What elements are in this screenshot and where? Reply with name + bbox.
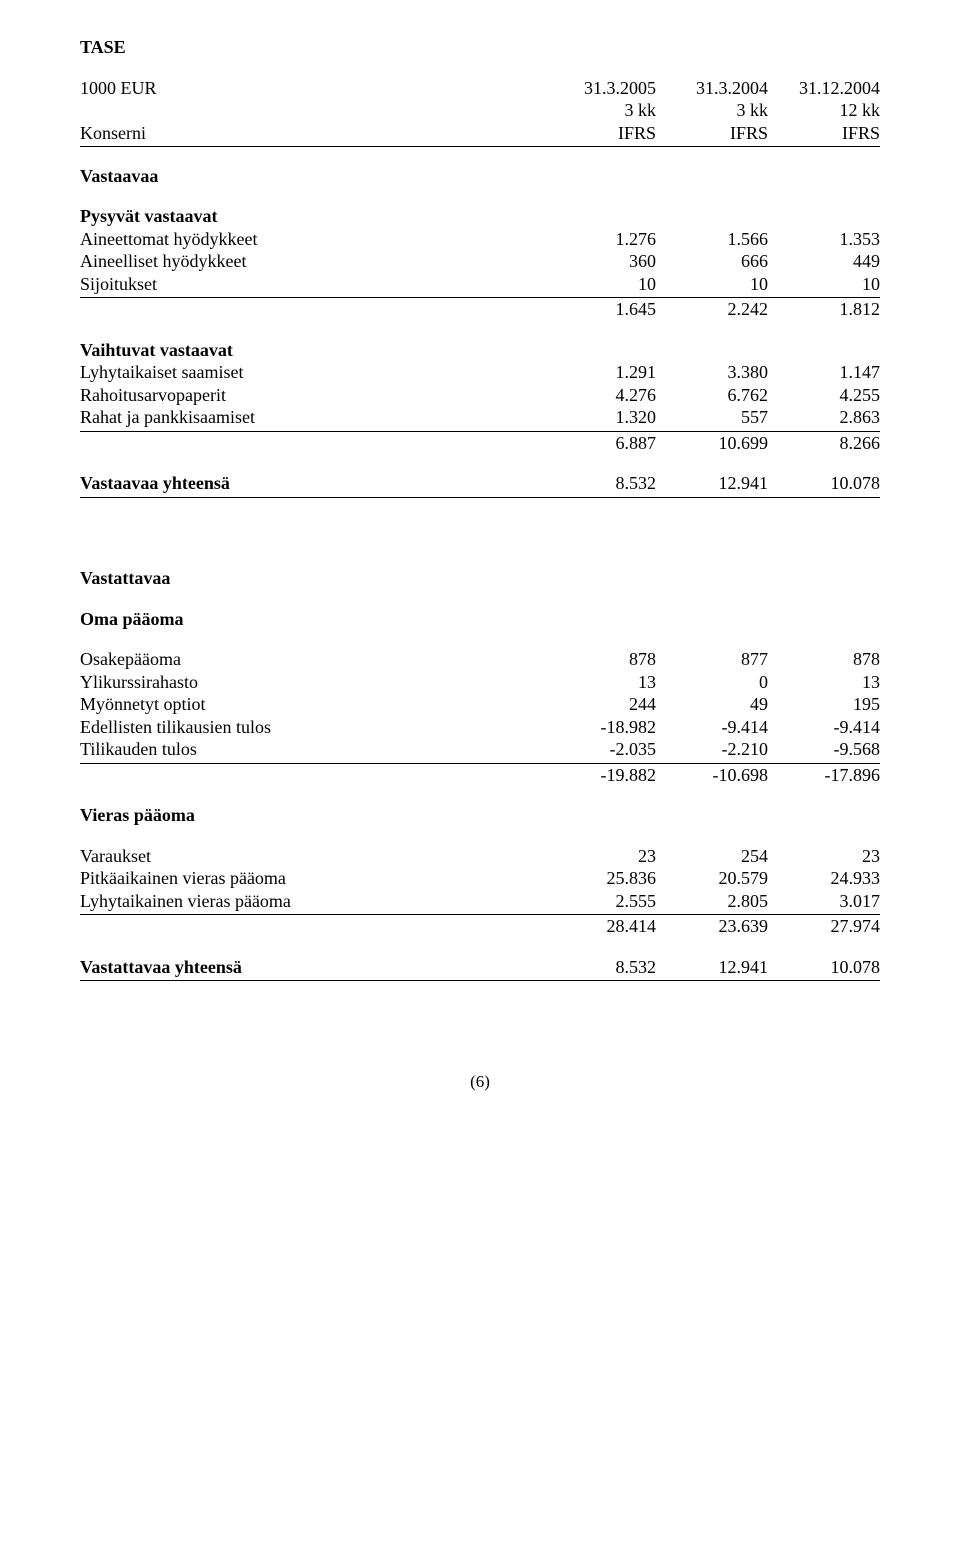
cell: 3.017 xyxy=(768,890,880,913)
table-row: Lyhytaikaiset saamiset xyxy=(80,361,544,384)
cell: 195 xyxy=(768,693,880,716)
subtotal-cell: 1.812 xyxy=(768,298,880,321)
header-consern: Konserni xyxy=(80,122,544,145)
header-date-3: 31.12.2004 xyxy=(768,77,880,100)
header-ifrs-1: IFRS xyxy=(544,122,656,145)
total-cell: 8.532 xyxy=(544,472,656,495)
table-row: Ylikurssirahasto xyxy=(80,671,544,694)
cell: 2.555 xyxy=(544,890,656,913)
subtotal-cell: 6.887 xyxy=(544,431,656,454)
cell: 10 xyxy=(544,273,656,296)
table-row: Edellisten tilikausien tulos xyxy=(80,716,544,739)
cell: 13 xyxy=(768,671,880,694)
subtotal-cell: 28.414 xyxy=(544,915,656,938)
header-date-2: 31.3.2004 xyxy=(656,77,768,100)
equity-heading: Oma pääoma xyxy=(80,608,544,631)
assets-total-label: Vastaavaa yhteensä xyxy=(80,472,544,495)
cell: 23 xyxy=(544,845,656,868)
table-row: Pitkäaikainen vieras pääoma xyxy=(80,867,544,890)
cell: 557 xyxy=(656,406,768,429)
cell: 360 xyxy=(544,250,656,273)
cell: -9.414 xyxy=(768,716,880,739)
liab-section: Vastattavaa xyxy=(80,567,544,590)
subtotal-cell: -19.882 xyxy=(544,763,656,786)
cell: -9.414 xyxy=(656,716,768,739)
cell: 4.255 xyxy=(768,384,880,407)
subtotal-cell: 8.266 xyxy=(768,431,880,454)
cell: 10 xyxy=(768,273,880,296)
table-row: Rahat ja pankkisaamiset xyxy=(80,406,544,429)
table-row: Osakepääoma xyxy=(80,648,544,671)
cell: 10 xyxy=(656,273,768,296)
cell: 449 xyxy=(768,250,880,273)
cell: 2.863 xyxy=(768,406,880,429)
table-row: Aineelliset hyödykkeet xyxy=(80,250,544,273)
subtotal-cell: 2.242 xyxy=(656,298,768,321)
cell: 27.974 xyxy=(768,915,880,938)
header-ifrs-2: IFRS xyxy=(656,122,768,145)
table-row: Myönnetyt optiot xyxy=(80,693,544,716)
cell: 2.805 xyxy=(656,890,768,913)
cell: 878 xyxy=(768,648,880,671)
page-number: (6) xyxy=(80,1071,880,1092)
subtotal-cell: -10.698 xyxy=(656,763,768,786)
assets-section: Vastaavaa xyxy=(80,165,544,188)
cell: 25.836 xyxy=(544,867,656,890)
subtotal-cell: 10.699 xyxy=(656,431,768,454)
table-row: Aineettomat hyödykkeet xyxy=(80,228,544,251)
cell: -18.982 xyxy=(544,716,656,739)
cell: 4.276 xyxy=(544,384,656,407)
cell: 3.380 xyxy=(656,361,768,384)
liab-total-label: Vastattavaa yhteensä xyxy=(80,956,544,979)
page-title: TASE xyxy=(80,36,544,59)
cell: -9.568 xyxy=(768,738,880,761)
total-cell: 12.941 xyxy=(656,472,768,495)
header-period-1: 3 kk xyxy=(544,99,656,122)
current-heading: Vaihtuvat vastaavat xyxy=(80,339,544,362)
cell: 1.147 xyxy=(768,361,880,384)
cell: 1.353 xyxy=(768,228,880,251)
fixed-heading: Pysyvät vastaavat xyxy=(80,205,544,228)
subtotal-cell: 1.645 xyxy=(544,298,656,321)
cell: 13 xyxy=(544,671,656,694)
foreign-heading: Vieras pääoma xyxy=(80,804,544,827)
cell: 0 xyxy=(656,671,768,694)
cell: 1.566 xyxy=(656,228,768,251)
table-row: Varaukset xyxy=(80,845,544,868)
table-row: Tilikauden tulos xyxy=(80,738,544,761)
table-row: Sijoitukset xyxy=(80,273,544,296)
header-ifrs-3: IFRS xyxy=(768,122,880,145)
header-period-2: 3 kk xyxy=(656,99,768,122)
cell: 244 xyxy=(544,693,656,716)
total-cell: 10.078 xyxy=(768,956,880,979)
cell: 23 xyxy=(768,845,880,868)
header-period-3: 12 kk xyxy=(768,99,880,122)
total-cell: 12.941 xyxy=(656,956,768,979)
cell: -2.210 xyxy=(656,738,768,761)
cell: 49 xyxy=(656,693,768,716)
cell: 23.639 xyxy=(656,915,768,938)
cell: 1.276 xyxy=(544,228,656,251)
balance-sheet-table: TASE 1000 EUR 31.3.2005 31.3.2004 31.12.… xyxy=(80,36,880,981)
cell: 1.291 xyxy=(544,361,656,384)
total-cell: 10.078 xyxy=(768,472,880,495)
cell: 20.579 xyxy=(656,867,768,890)
cell: 1.320 xyxy=(544,406,656,429)
cell: -2.035 xyxy=(544,738,656,761)
cell: 878 xyxy=(544,648,656,671)
cell: 666 xyxy=(656,250,768,273)
header-date-1: 31.3.2005 xyxy=(544,77,656,100)
cell: 6.762 xyxy=(656,384,768,407)
cell: 24.933 xyxy=(768,867,880,890)
table-row: Rahoitusarvopaperit xyxy=(80,384,544,407)
subtotal-cell: -17.896 xyxy=(768,763,880,786)
cell: 877 xyxy=(656,648,768,671)
table-row: Lyhytaikainen vieras pääoma xyxy=(80,890,544,913)
total-cell: 8.532 xyxy=(544,956,656,979)
header-unit: 1000 EUR xyxy=(80,77,544,100)
cell: 254 xyxy=(656,845,768,868)
